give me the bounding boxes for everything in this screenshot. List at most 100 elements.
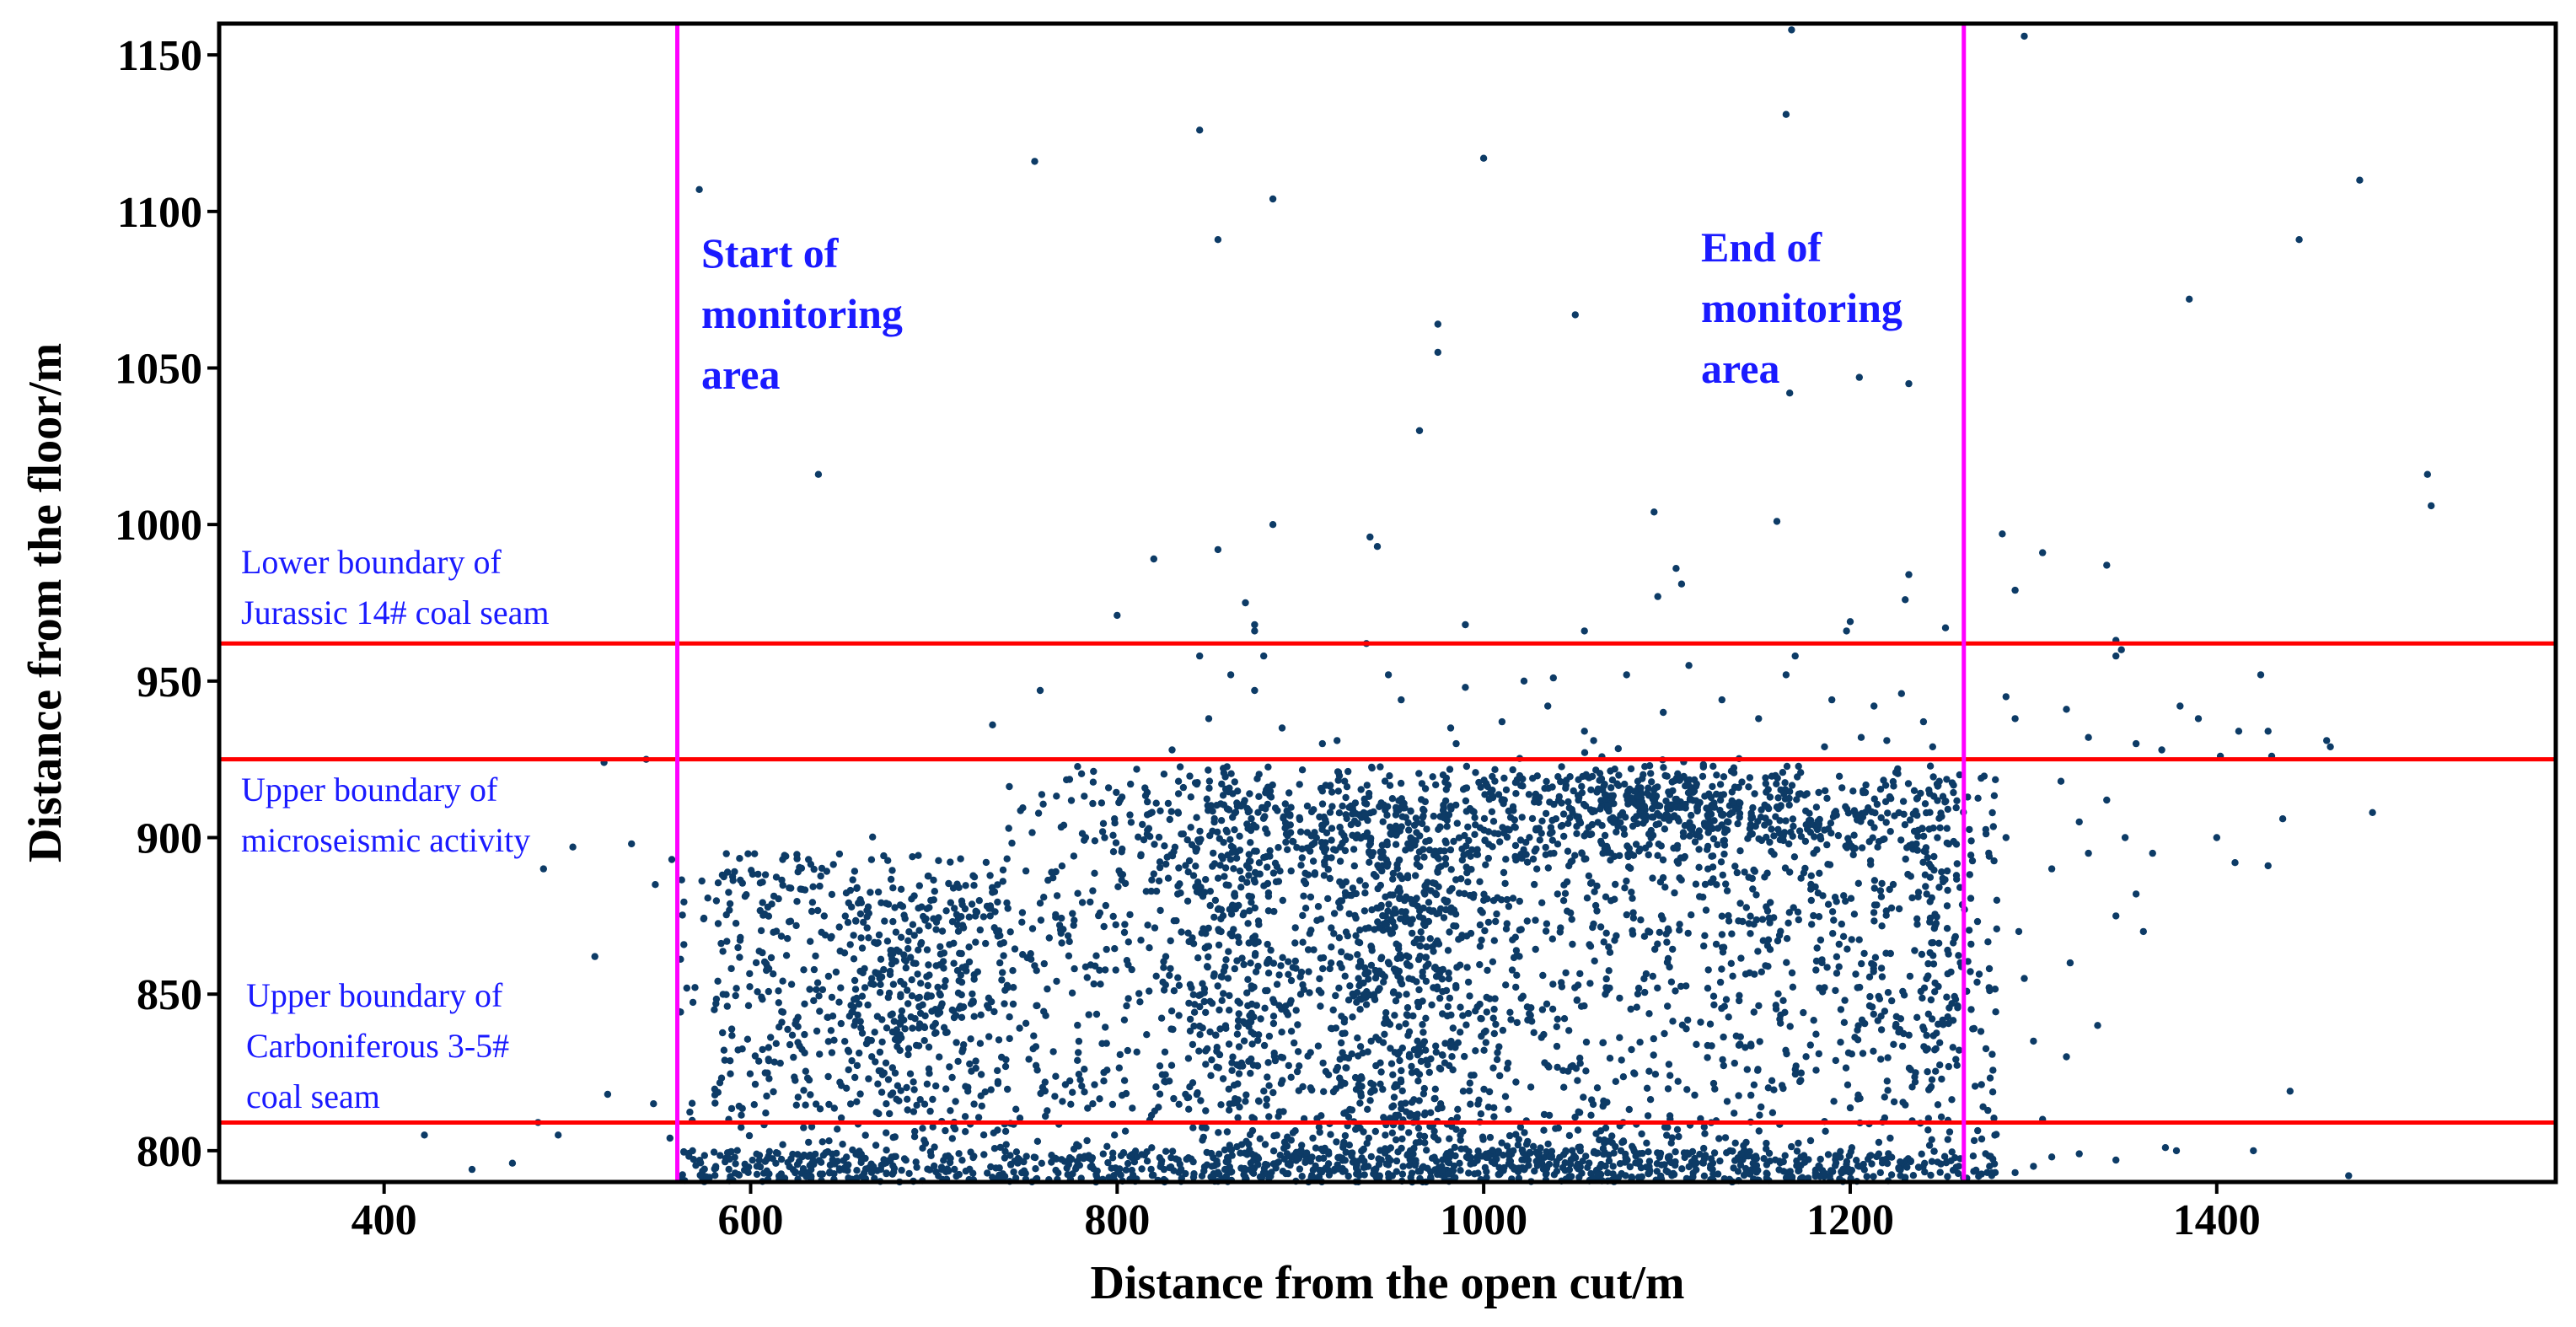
data-point	[1877, 1013, 1885, 1020]
data-point	[1699, 772, 1707, 781]
data-point	[695, 185, 703, 193]
data-point	[1452, 876, 1460, 884]
data-point	[1701, 932, 1709, 940]
data-point	[930, 876, 937, 884]
data-point	[1344, 932, 1352, 940]
data-point	[1324, 1160, 1333, 1168]
data-point	[1886, 1134, 1894, 1142]
data-point	[1449, 1066, 1457, 1074]
data-point	[1243, 878, 1251, 886]
data-point	[1665, 1061, 1673, 1068]
data-point	[1214, 545, 1222, 554]
data-point	[1113, 788, 1120, 797]
data-point	[1919, 994, 1926, 1002]
data-point	[1427, 1109, 1435, 1117]
data-point	[1375, 1161, 1383, 1169]
data-point	[1238, 875, 1246, 883]
data-point	[1391, 905, 1398, 913]
data-point	[729, 877, 737, 884]
data-point	[1260, 1041, 1269, 1050]
data-point	[1254, 1036, 1262, 1045]
data-point	[947, 858, 954, 866]
data-point	[1339, 1142, 1347, 1149]
data-point	[1500, 1152, 1507, 1159]
data-point	[1890, 1040, 1897, 1049]
data-point	[1955, 1163, 1962, 1170]
data-point	[760, 958, 769, 966]
data-point	[1667, 1139, 1675, 1147]
data-point	[1589, 923, 1597, 932]
data-point	[1200, 1163, 1209, 1171]
data-point	[727, 1070, 734, 1077]
data-point	[1616, 852, 1623, 860]
data-point	[1049, 1154, 1057, 1162]
data-point	[1934, 834, 1941, 841]
data-point	[784, 935, 792, 943]
data-point	[1112, 921, 1119, 929]
data-point	[1223, 1128, 1232, 1136]
data-point	[1664, 1154, 1672, 1162]
data-point	[1284, 1133, 1291, 1141]
data-point	[1334, 737, 1341, 744]
data-point	[1009, 1000, 1017, 1008]
data-point	[1360, 1171, 1368, 1179]
data-point	[1473, 846, 1481, 853]
data-point	[1890, 1098, 1898, 1106]
data-point	[942, 1085, 950, 1093]
data-point	[1240, 909, 1248, 917]
data-point	[1252, 968, 1260, 975]
data-point	[1706, 1020, 1715, 1028]
data-point	[2030, 1163, 2037, 1170]
data-point	[1374, 918, 1382, 926]
data-point	[1509, 766, 1516, 774]
data-point	[1309, 1134, 1317, 1142]
data-point	[1501, 1093, 1510, 1100]
data-point	[732, 991, 739, 1000]
data-point	[792, 1017, 800, 1024]
data-point	[1770, 1086, 1778, 1093]
data-point	[1459, 1012, 1467, 1019]
data-point	[782, 952, 791, 959]
data-point	[1865, 973, 1874, 981]
data-point	[1592, 1130, 1600, 1137]
data-point	[1735, 1092, 1742, 1099]
data-point	[1785, 909, 1793, 916]
data-point	[1812, 1030, 1820, 1038]
data-point	[1170, 1094, 1178, 1103]
data-point	[1569, 1061, 1576, 1070]
data-point	[1816, 1163, 1823, 1171]
data-point	[1196, 1002, 1204, 1011]
data-point	[1334, 1153, 1342, 1162]
data-point	[1345, 1142, 1354, 1149]
data-point	[1736, 799, 1744, 807]
data-point	[1103, 1142, 1111, 1151]
data-point	[877, 1088, 886, 1096]
data-point	[1373, 543, 1382, 551]
data-point	[1065, 952, 1073, 960]
data-point	[1146, 809, 1154, 818]
data-point	[1466, 1079, 1474, 1087]
data-point	[1580, 1093, 1587, 1101]
data-point	[1810, 849, 1817, 857]
data-point	[957, 971, 965, 979]
data-point	[1390, 1093, 1398, 1101]
data-point	[1717, 858, 1725, 866]
data-point	[1275, 844, 1282, 852]
data-point	[1707, 793, 1715, 802]
data-point	[1489, 818, 1498, 825]
data-point	[948, 1073, 956, 1082]
data-point	[1240, 1171, 1248, 1179]
data-point	[1729, 972, 1736, 980]
data-point	[1416, 832, 1424, 840]
data-point	[1385, 900, 1393, 908]
data-point	[1491, 995, 1499, 1002]
data-point	[1797, 833, 1806, 841]
data-point	[1166, 971, 1173, 980]
data-point	[1387, 916, 1395, 923]
data-point	[1422, 954, 1430, 961]
data-point	[835, 850, 844, 858]
data-point	[1065, 1154, 1074, 1162]
data-point	[1550, 849, 1558, 857]
data-point	[1808, 921, 1816, 928]
data-point	[732, 920, 740, 927]
